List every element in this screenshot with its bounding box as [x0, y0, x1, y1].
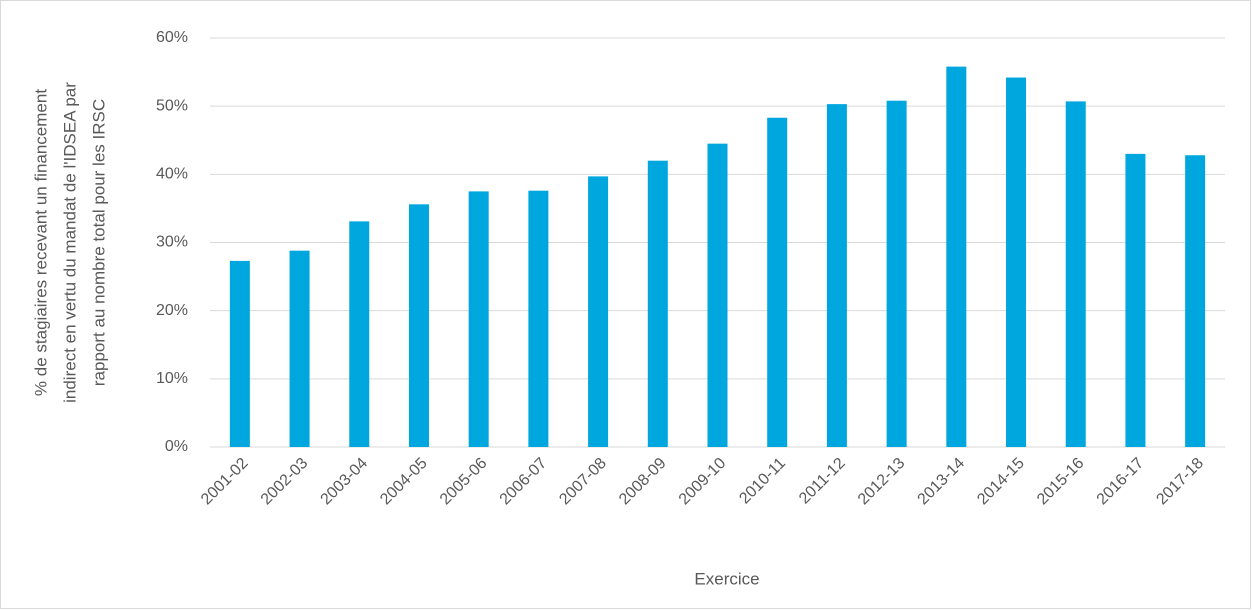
bar	[528, 190, 549, 447]
bar	[1185, 155, 1206, 447]
y-tick-label: 20%	[156, 302, 188, 319]
y-tick-label: 60%	[156, 29, 188, 46]
y-axis-title: % de stagiaires recevant un financement	[31, 89, 50, 396]
y-tick-label: 10%	[156, 370, 188, 387]
bar	[647, 160, 668, 447]
x-axis-title: Exercice	[694, 569, 759, 588]
bar	[289, 250, 310, 447]
bar	[1006, 77, 1027, 447]
y-axis-title: rapport au nombre total pour les IRSC	[89, 99, 108, 386]
y-axis-title: indirect en vertu du mandat de l'IDSEA p…	[60, 82, 79, 403]
bar	[229, 260, 250, 447]
bar	[767, 117, 788, 447]
bar	[946, 66, 967, 447]
bar	[707, 143, 728, 448]
bar	[1065, 101, 1086, 448]
y-tick-label: 40%	[156, 166, 188, 183]
y-tick-label: 50%	[156, 97, 188, 114]
bar	[826, 104, 847, 447]
bar	[588, 176, 609, 447]
y-tick-label: 0%	[165, 438, 188, 455]
bar	[468, 191, 489, 447]
bar	[408, 204, 429, 447]
bar	[1125, 153, 1146, 447]
bar	[349, 221, 370, 447]
bar	[886, 100, 907, 448]
y-tick-label: 30%	[156, 234, 188, 251]
